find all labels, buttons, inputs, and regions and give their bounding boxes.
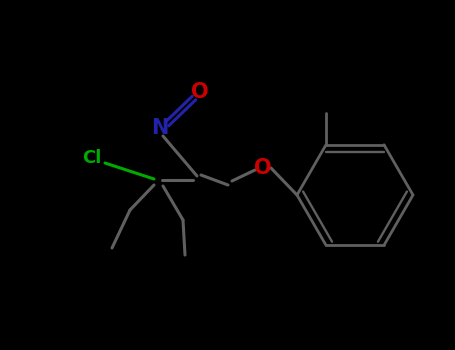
Text: O: O [191,82,209,102]
Text: O: O [254,158,272,178]
Text: Cl: Cl [82,149,101,167]
Text: N: N [152,118,169,138]
